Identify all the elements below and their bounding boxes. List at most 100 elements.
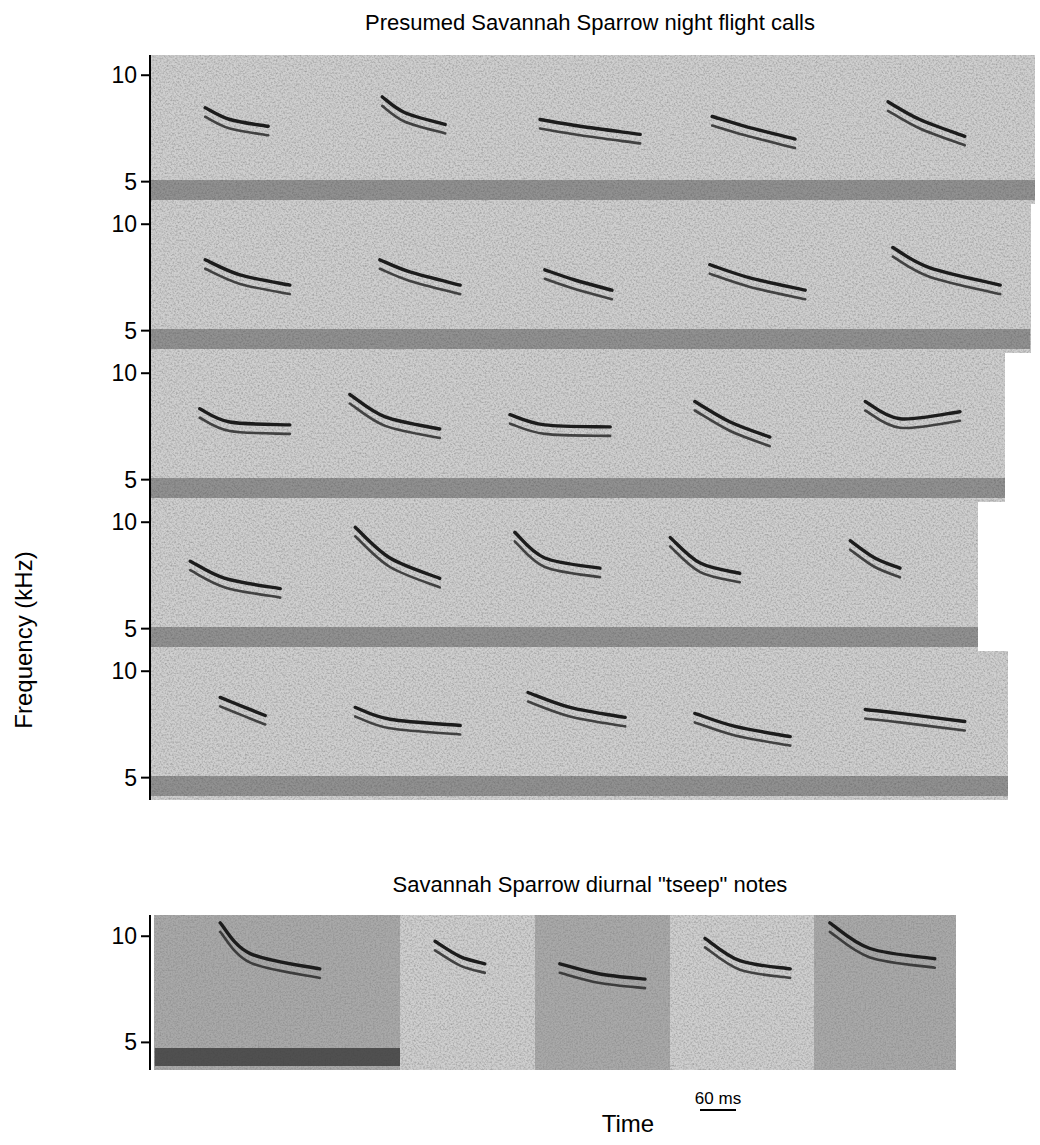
call-harmonic [528,702,625,727]
spectrogram-background [535,915,670,1070]
call-harmonic [355,716,460,734]
call-contour [382,97,445,125]
low-noise-band [150,627,978,647]
y-tick [141,670,150,672]
scale-bar-label: 60 ms [695,1089,741,1108]
spectrogram-background [150,353,1005,502]
y-tick [141,181,150,183]
y-tick [141,521,150,523]
call-contour [830,923,935,959]
spectrogram-panel: 5 10 [111,55,1035,204]
call-harmonic [695,722,790,745]
call-contour [705,938,790,969]
spectrogram-panel: 5 10 [111,502,978,651]
y-tick-label: 10 [111,658,137,684]
call-contour [865,402,960,420]
call-harmonic [893,257,1000,295]
call-harmonic [435,950,485,973]
call-harmonic [220,932,320,978]
spectrogram-panel: 5 10 [111,353,1005,502]
call-harmonic [670,547,740,583]
spectrogram-panel: 5 10 [111,651,1008,800]
call-contour [545,270,612,290]
y-tick [141,628,150,630]
low-noise-band [150,776,1008,796]
y-tick-label: 10 [111,509,137,535]
y-tick-label: 10 [111,62,137,88]
y-tick [141,1041,150,1043]
spectrogram-background [815,915,955,1070]
y-tick-label: 5 [124,318,137,344]
call-contour [695,713,790,736]
call-harmonic [205,269,290,294]
call-contour [528,693,625,718]
spectrogram-background [155,915,400,1070]
y-tick [141,74,150,76]
calls [190,527,900,597]
call-harmonic [830,932,935,968]
calls [220,693,965,746]
call-harmonic [695,411,770,447]
call-contour [515,532,600,568]
x-axis-title: Time [602,1110,654,1137]
y-tick-label: 5 [124,169,137,195]
call-harmonic [865,719,965,731]
call-contour [435,941,485,964]
call-harmonic [710,274,805,300]
call-contour [190,561,280,588]
y-tick-label: 10 [111,923,137,949]
group-title: Presumed Savannah Sparrow night flight c… [365,10,815,35]
calls [220,923,935,988]
call-harmonic [190,570,280,597]
call-contour [205,260,290,285]
call-harmonic [545,279,612,299]
call-contour [220,697,265,715]
call-contour [205,108,268,127]
call-harmonic [510,424,610,436]
spectrogram-panel: 5 10 [111,915,955,1070]
call-contour [510,415,610,427]
call-harmonic [355,536,440,587]
call-harmonic [382,106,445,133]
y-axis-title: Frequency (kHz) [10,551,37,728]
spectrogram-background [150,55,1035,204]
spectrogram-background [150,502,978,651]
y-tick-label: 5 [124,1029,137,1055]
call-harmonic [350,404,440,439]
low-noise-band [155,1048,400,1066]
y-tick [141,479,150,481]
call-harmonic [220,706,265,724]
scale-bar [700,1109,736,1111]
calls [200,395,960,447]
call-harmonic [850,550,900,578]
call-harmonic [540,129,640,144]
spectrogram-background [150,204,1030,353]
call-harmonic [515,541,600,577]
call-harmonic [888,111,965,146]
y-axis-line [149,915,151,1070]
y-tick [141,372,150,374]
y-tick-label: 5 [124,765,137,791]
call-contour [200,409,290,425]
call-harmonic [865,411,960,429]
call-contour [220,923,320,969]
spectrogram-background [670,915,815,1070]
call-harmonic [205,117,268,136]
spectrogram-background [400,915,535,1070]
y-tick-label: 5 [124,467,137,493]
figure: Presumed Savannah Sparrow night flight c… [0,0,1040,1145]
low-noise-band [150,329,1030,349]
y-tick [141,777,150,779]
call-harmonic [560,973,645,988]
call-contour [712,117,795,140]
call-harmonic [712,126,795,149]
calls [205,97,965,148]
y-tick [141,223,150,225]
group-title: Savannah Sparrow diurnal "tseep" notes [393,872,788,897]
y-tick-label: 10 [111,360,137,386]
low-noise-band [150,180,1035,200]
y-tick [141,330,150,332]
y-tick [141,935,150,937]
y-tick-label: 5 [124,616,137,642]
call-harmonic [380,269,460,294]
